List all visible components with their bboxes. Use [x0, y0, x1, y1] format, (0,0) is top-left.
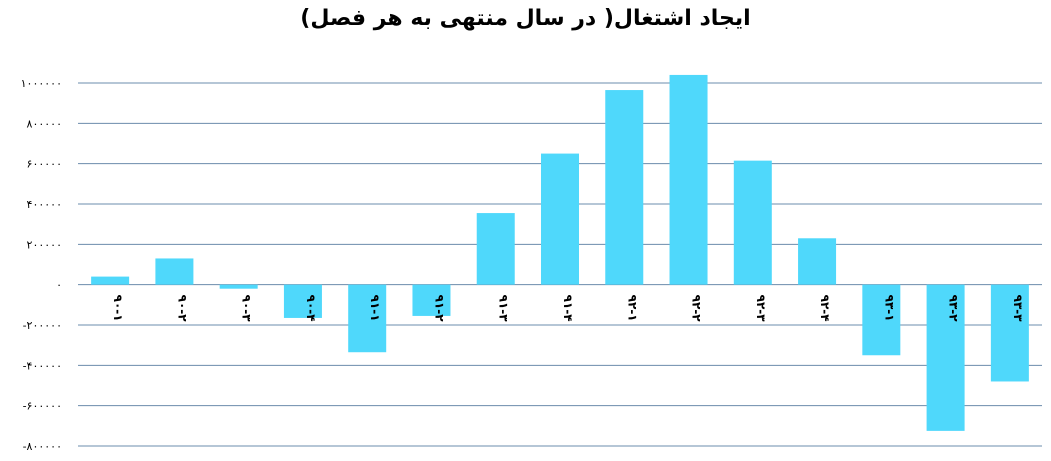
bar	[669, 74, 708, 285]
y-tick-label: ۱۰۰۰۰۰۰	[21, 77, 62, 90]
x-category-label: ۹۲-۴	[818, 295, 832, 322]
bar	[412, 284, 451, 316]
y-tick-label: ۶۰۰۰۰۰	[27, 158, 62, 171]
x-category-label: ۹۰-۳	[240, 295, 254, 323]
bar	[91, 276, 130, 285]
bar	[348, 284, 387, 353]
bar	[155, 258, 194, 285]
x-category-label: ۹۲-۲	[690, 295, 704, 323]
bar	[605, 90, 644, 285]
y-tick-label: ۰	[56, 279, 62, 292]
bar	[862, 284, 901, 356]
y-tick-label: ۲۰۰۰۰۰	[27, 238, 62, 251]
x-category-label: ۹۱-۱	[368, 295, 382, 322]
bar	[476, 213, 515, 285]
bar	[926, 284, 965, 431]
y-tick-label: -۶۰۰۰۰۰	[23, 400, 62, 413]
x-category-label: ۹۳-۲	[947, 295, 961, 323]
y-tick-label: -۴۰۰۰۰۰	[23, 359, 62, 372]
x-category-label: ۹۲-۳	[754, 295, 768, 323]
bar	[283, 284, 322, 318]
x-category-label: ۹۱-۲	[432, 295, 446, 323]
y-tick-label: -۸۰۰۰۰۰	[23, 440, 62, 453]
bar	[219, 284, 258, 289]
x-category-label: ۹۱-۴	[561, 295, 575, 322]
y-tick-label: -۲۰۰۰۰۰	[23, 319, 62, 332]
x-category-label: ۹۰-۲	[175, 295, 189, 323]
x-category-label: ۹۲-۱	[625, 295, 639, 322]
bar	[798, 238, 837, 285]
y-axis-tick-labels: ۱۰۰۰۰۰۰ ۸۰۰۰۰۰ ۶۰۰۰۰۰ ۴۰۰۰۰۰ ۲۰۰۰۰۰ ۰ -۲۰۰۰۰۰ -…	[21, 77, 62, 453]
bars	[91, 74, 1029, 431]
chart-title: ایجاد اشتغال( در سال منتهی به هر فصل)	[300, 6, 751, 31]
y-tick-label: ۴۰۰۰۰۰	[27, 198, 62, 211]
y-tick-label: ۸۰۰۰۰۰	[27, 117, 62, 130]
bar	[733, 160, 772, 285]
x-category-label: ۹۱-۳	[497, 295, 511, 323]
x-category-label: ۹۰-۱	[111, 295, 125, 322]
x-axis-category-labels: ۹۰-۱ ۹۰-۲ ۹۰-۳ ۹۰-۴ ۹۱-۱ ۹۱-۲ ۹۱-۳ ۹۱-۴ ۹۲-۱ ۹۲-۲…	[111, 295, 1025, 323]
x-category-label: ۹۰-۴	[304, 295, 318, 322]
bar	[990, 284, 1029, 382]
bar	[541, 153, 579, 285]
x-category-label: ۹۳-۱	[882, 295, 896, 322]
x-category-label: ۹۳-۳	[1011, 295, 1025, 323]
